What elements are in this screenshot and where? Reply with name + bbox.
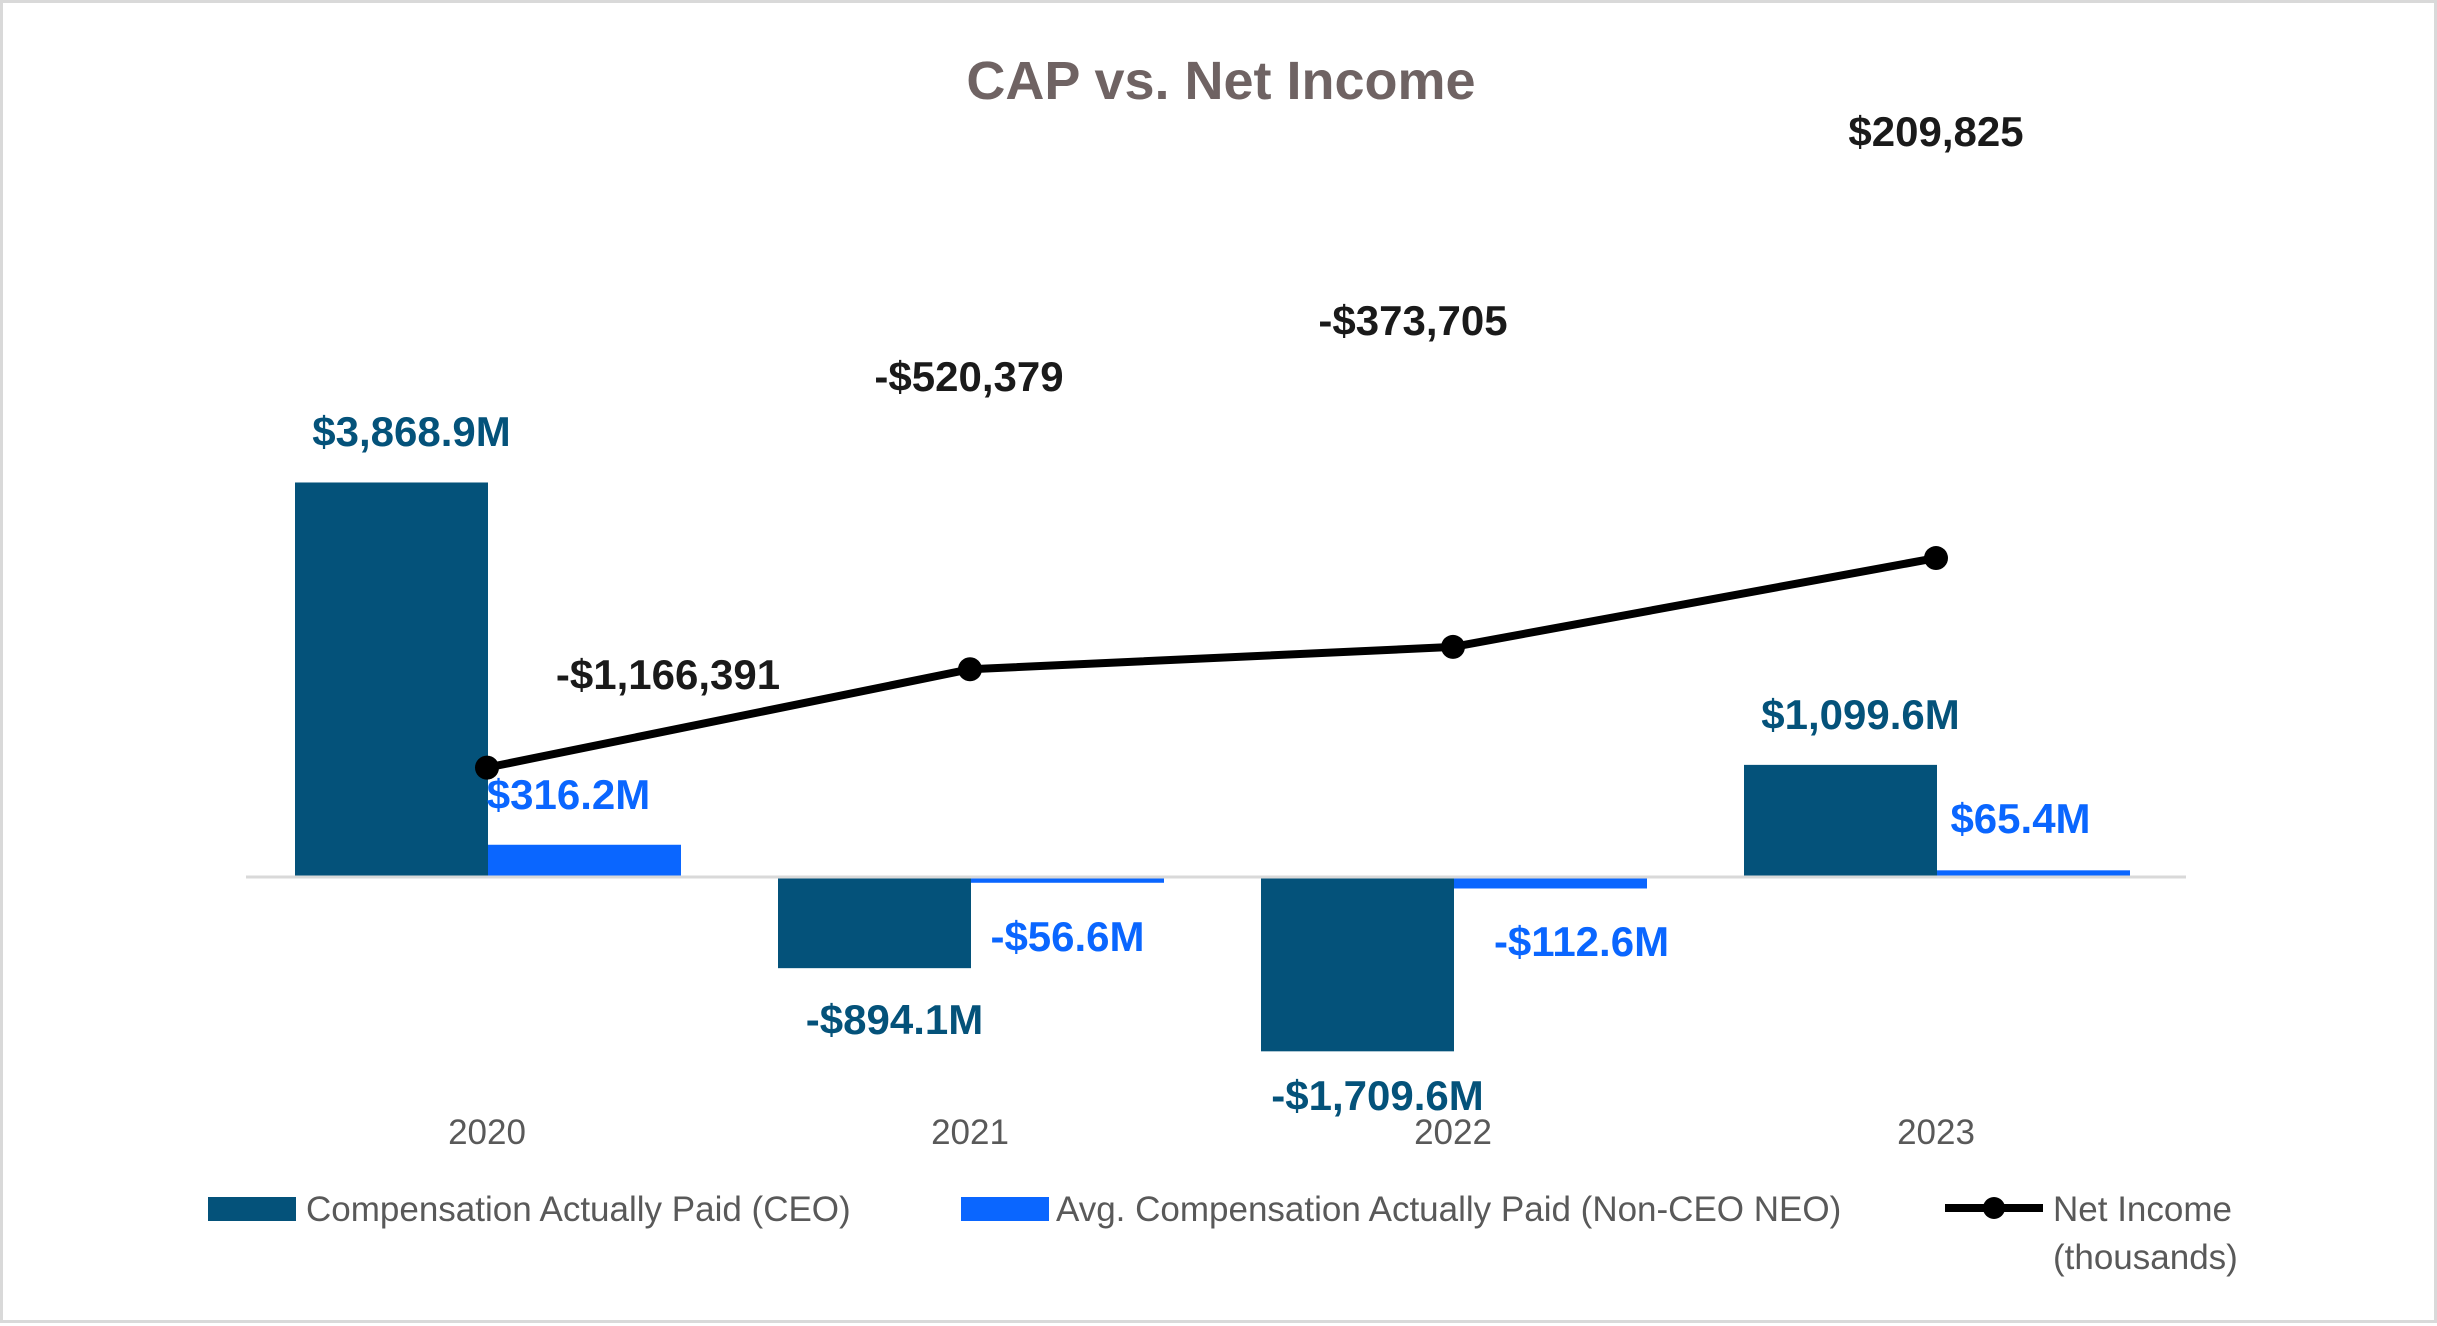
net-income-point-2023	[1924, 546, 1948, 571]
net-income-point-2022	[1441, 634, 1465, 659]
neo-cap-bar-2020	[488, 844, 681, 877]
legend-swatch-neo	[961, 1197, 1049, 1221]
category-tick-2020: 2020	[448, 1113, 526, 1152]
net-income-line	[486, 554, 1937, 772]
neo-cap-label-2022: -$112.6M	[1494, 918, 1669, 965]
legend-label-net-income-units: (thousands)	[2053, 1238, 2238, 1277]
legend-marker-net-income	[1983, 1197, 2005, 1219]
neo-cap-bar-2021	[971, 877, 1164, 883]
chart-svg: CAP vs. Net Income $3,868.9M $316.2M -$894…	[208, 51, 2238, 1277]
ceo-cap-label-2020: $3,868.9M	[312, 408, 510, 455]
net-income-label-2022: -$373,705	[1318, 297, 1507, 344]
legend-swatch-ceo	[208, 1197, 296, 1221]
category-ticks-layer: 2020 2021 2022 2023	[448, 1113, 1975, 1152]
legend: Compensation Actually Paid (CEO) Avg. Com…	[208, 1190, 2238, 1277]
ceo-cap-bar-2022	[1261, 877, 1454, 1052]
net-income-label-2021: -$520,379	[874, 353, 1063, 400]
legend-label-net-income: Net Income	[2053, 1190, 2232, 1229]
neo-cap-label-2023: $65.4M	[1950, 795, 2090, 842]
legend-label-neo: Avg. Compensation Actually Paid (Non-CEO…	[1056, 1190, 1841, 1229]
ceo-cap-label-2023: $1,099.6M	[1761, 691, 1959, 738]
neo-cap-bar-2022	[1454, 877, 1647, 889]
net-income-label-2023: $209,825	[1848, 108, 2023, 155]
category-tick-2023: 2023	[1897, 1113, 1975, 1152]
neo-cap-label-2021: -$56.6M	[990, 913, 1144, 960]
category-tick-2022: 2022	[1414, 1113, 1492, 1152]
net-income-point-2020	[475, 755, 499, 780]
neo-cap-bar-2023	[1937, 870, 2130, 877]
ceo-cap-bar-2023	[1744, 764, 1937, 877]
chart-title: CAP vs. Net Income	[966, 51, 1475, 111]
ceo-cap-bar-2020	[295, 482, 488, 877]
category-tick-2021: 2021	[931, 1113, 1009, 1152]
neo-cap-label-2020: $316.2M	[487, 771, 650, 818]
ceo-cap-label-2022: -$1,709.6M	[1271, 1072, 1483, 1119]
ceo-cap-label-2021: -$894.1M	[806, 996, 983, 1043]
legend-label-ceo: Compensation Actually Paid (CEO)	[306, 1190, 851, 1229]
ceo-cap-bar-2021	[778, 877, 971, 969]
net-income-point-2021	[958, 657, 982, 682]
net-income-line-layer	[475, 546, 1948, 780]
data-labels-layer: $3,868.9M $316.2M -$894.1M-$56.6M -$1,709.6…	[312, 108, 2090, 1119]
bars-layer	[295, 482, 2130, 1052]
net-income-label-2020: -$1,166,391	[556, 651, 780, 698]
